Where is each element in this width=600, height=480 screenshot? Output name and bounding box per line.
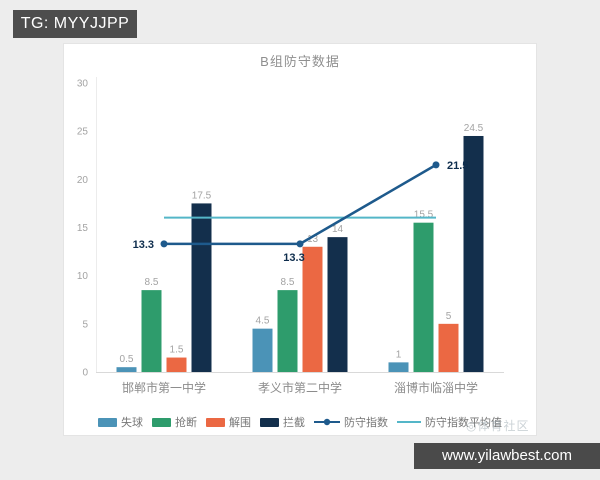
chart-title: B组防守数据: [260, 54, 340, 69]
bar-value-label: 1.5: [170, 345, 184, 356]
y-axis-tick-label: 25: [77, 127, 89, 138]
chart-legend: 失球 抢断 解围 拦截 防守指数 防守指数平均值: [64, 414, 536, 430]
bar-value-label: 4.5: [256, 316, 270, 327]
y-axis-tick-label: 30: [77, 79, 89, 90]
line-marker: [160, 240, 168, 248]
bar-value-label: 15.5: [414, 210, 434, 221]
y-axis-tick-label: 15: [77, 223, 89, 234]
legend-line-icon: [397, 421, 421, 423]
bar-拦截-1: [327, 237, 348, 372]
category-label: 淄博市临淄中学: [394, 380, 478, 395]
category-label: 邯郸市第一中学: [122, 380, 206, 395]
bar-抢断-1: [277, 290, 298, 372]
y-axis-tick-label: 5: [82, 319, 88, 330]
bar-失球-2: [388, 362, 409, 372]
legend-label: 抢断: [175, 417, 197, 429]
legend-item-防守指数平均值: 防守指数平均值: [397, 414, 502, 430]
bar-value-label: 0.5: [120, 354, 134, 365]
bar-抢断-0: [141, 290, 162, 372]
bar-解围-1: [302, 246, 323, 372]
legend-item-抢断: 抢断: [152, 414, 197, 430]
line-marker: [296, 240, 304, 248]
legend-item-解围: 解围: [206, 414, 251, 430]
line-value-label: 21.5: [447, 160, 468, 172]
legend-label: 解围: [229, 417, 251, 429]
url-watermark-bar: www.yilawbest.com: [414, 443, 600, 469]
legend-swatch-icon: [98, 417, 117, 427]
y-axis-tick-label: 0: [82, 368, 88, 379]
legend-item-拦截: 拦截: [260, 414, 305, 430]
bar-失球-0: [116, 367, 137, 372]
bar-value-label: 1: [396, 349, 402, 360]
bar-抢断-2: [413, 222, 434, 372]
legend-item-失球: 失球: [98, 414, 143, 430]
bar-value-label: 13: [307, 234, 319, 245]
legend-swatch-icon: [152, 417, 171, 427]
line-value-label: 13.3: [133, 239, 154, 251]
legend-label: 拦截: [283, 417, 305, 429]
bar-拦截-2: [463, 135, 484, 372]
y-axis-tick-label: 10: [77, 271, 89, 282]
bar-失球-1: [252, 328, 273, 372]
y-axis-tick-label: 20: [77, 175, 89, 186]
bar-拦截-0: [191, 203, 212, 372]
legend-line-marker-icon: [314, 418, 340, 426]
chart-plot-area: 0 5 10 15 20 25 30 0.5 4.5 1 8.5 8.5 15.5 1.5 13 5 17.5 1…: [77, 77, 504, 395]
url-text: www.yilawbest.com: [441, 447, 573, 464]
bar-value-label: 5: [446, 311, 452, 322]
legend-swatch-icon: [206, 417, 225, 427]
legend-item-防守指数: 防守指数: [314, 414, 388, 430]
bar-value-label: 14: [332, 224, 344, 235]
bar-value-label: 8.5: [145, 277, 159, 288]
line-value-label: 13.3: [283, 252, 304, 264]
bar-value-label: 8.5: [281, 277, 295, 288]
bar-解围-2: [438, 323, 459, 372]
tg-badge: TG: MYYJJPP: [13, 10, 137, 38]
bar-解围-0: [166, 357, 187, 372]
bar-value-label: 17.5: [192, 190, 212, 201]
category-label: 孝义市第二中学: [258, 380, 342, 395]
chart-card: B组防守数据 0 5 10 15 20 25 30 0.5 4.5 1 8.5 8.5 15.5 1.5 1…: [63, 43, 537, 436]
community-watermark: ◎体育社区: [466, 419, 530, 433]
tg-badge-text: TG: MYYJJPP: [20, 15, 130, 32]
legend-swatch-icon: [260, 417, 279, 427]
line-marker: [432, 161, 440, 169]
bar-value-label: 24.5: [464, 123, 484, 134]
legend-label: 防守指数: [344, 417, 388, 429]
legend-label: 失球: [121, 417, 143, 429]
legend-label: 防守指数平均值: [425, 417, 502, 429]
